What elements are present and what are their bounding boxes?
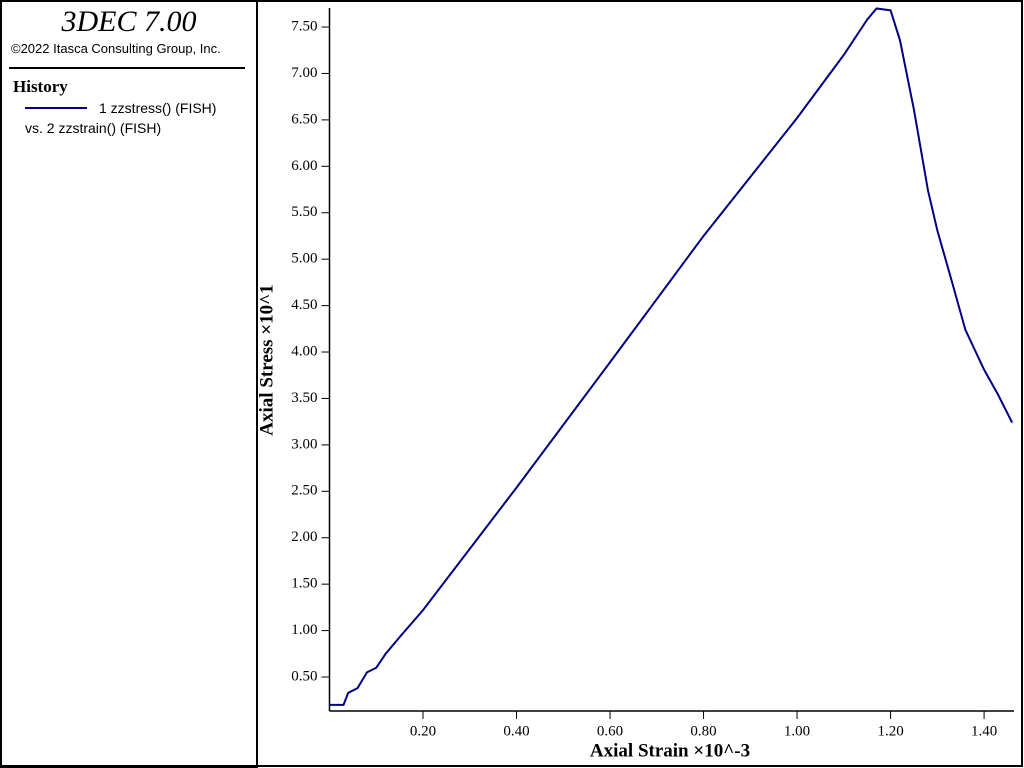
x-tick-label: 1.20 <box>877 723 903 739</box>
legend-title: History <box>13 77 68 96</box>
y-tick-label: 0.50 <box>291 668 317 684</box>
app-title: 3DEC 7.00 <box>61 5 197 38</box>
y-tick-label: 1.50 <box>291 576 317 592</box>
x-tick-label: 0.80 <box>690 723 716 739</box>
y-tick-label: 4.00 <box>291 343 317 359</box>
sidebar: 3DEC 7.00 ©2022 Itasca Consulting Group,… <box>0 0 258 768</box>
legend-entry: 1 zzstress() (FISH) <box>99 100 217 116</box>
y-tick-label: 5.00 <box>291 251 317 267</box>
y-tick-label: 2.00 <box>291 529 317 545</box>
x-axis-title: Axial Strain ×10^-3 <box>590 740 750 761</box>
divider <box>9 67 245 69</box>
y-tick-label: 1.00 <box>291 622 317 638</box>
x-tick-label: 1.00 <box>784 723 810 739</box>
y-tick-label: 5.50 <box>291 204 317 220</box>
y-tick-label: 6.50 <box>291 111 317 127</box>
series-line <box>329 7 1014 706</box>
legend-swatch <box>25 107 87 109</box>
y-tick-label: 7.00 <box>291 65 317 81</box>
copyright: ©2022 Itasca Consulting Group, Inc. <box>11 41 221 56</box>
y-tick-label: 7.50 <box>291 18 317 34</box>
y-axis-title: Axial Stress ×10^1 <box>256 284 277 435</box>
legend-entry: vs. 2 zzstrain() (FISH) <box>25 120 162 136</box>
y-tick-label: 3.50 <box>291 390 317 406</box>
x-tick-label: 0.60 <box>597 723 623 739</box>
x-tick-label: 1.40 <box>971 723 997 739</box>
y-tick-label: 6.00 <box>291 158 317 174</box>
y-tick-label: 2.50 <box>291 483 317 499</box>
y-tick-label: 4.50 <box>291 297 317 313</box>
y-tick-label: 3.00 <box>291 436 317 452</box>
x-tick-label: 0.40 <box>503 723 529 739</box>
x-tick-label: 0.20 <box>410 723 436 739</box>
